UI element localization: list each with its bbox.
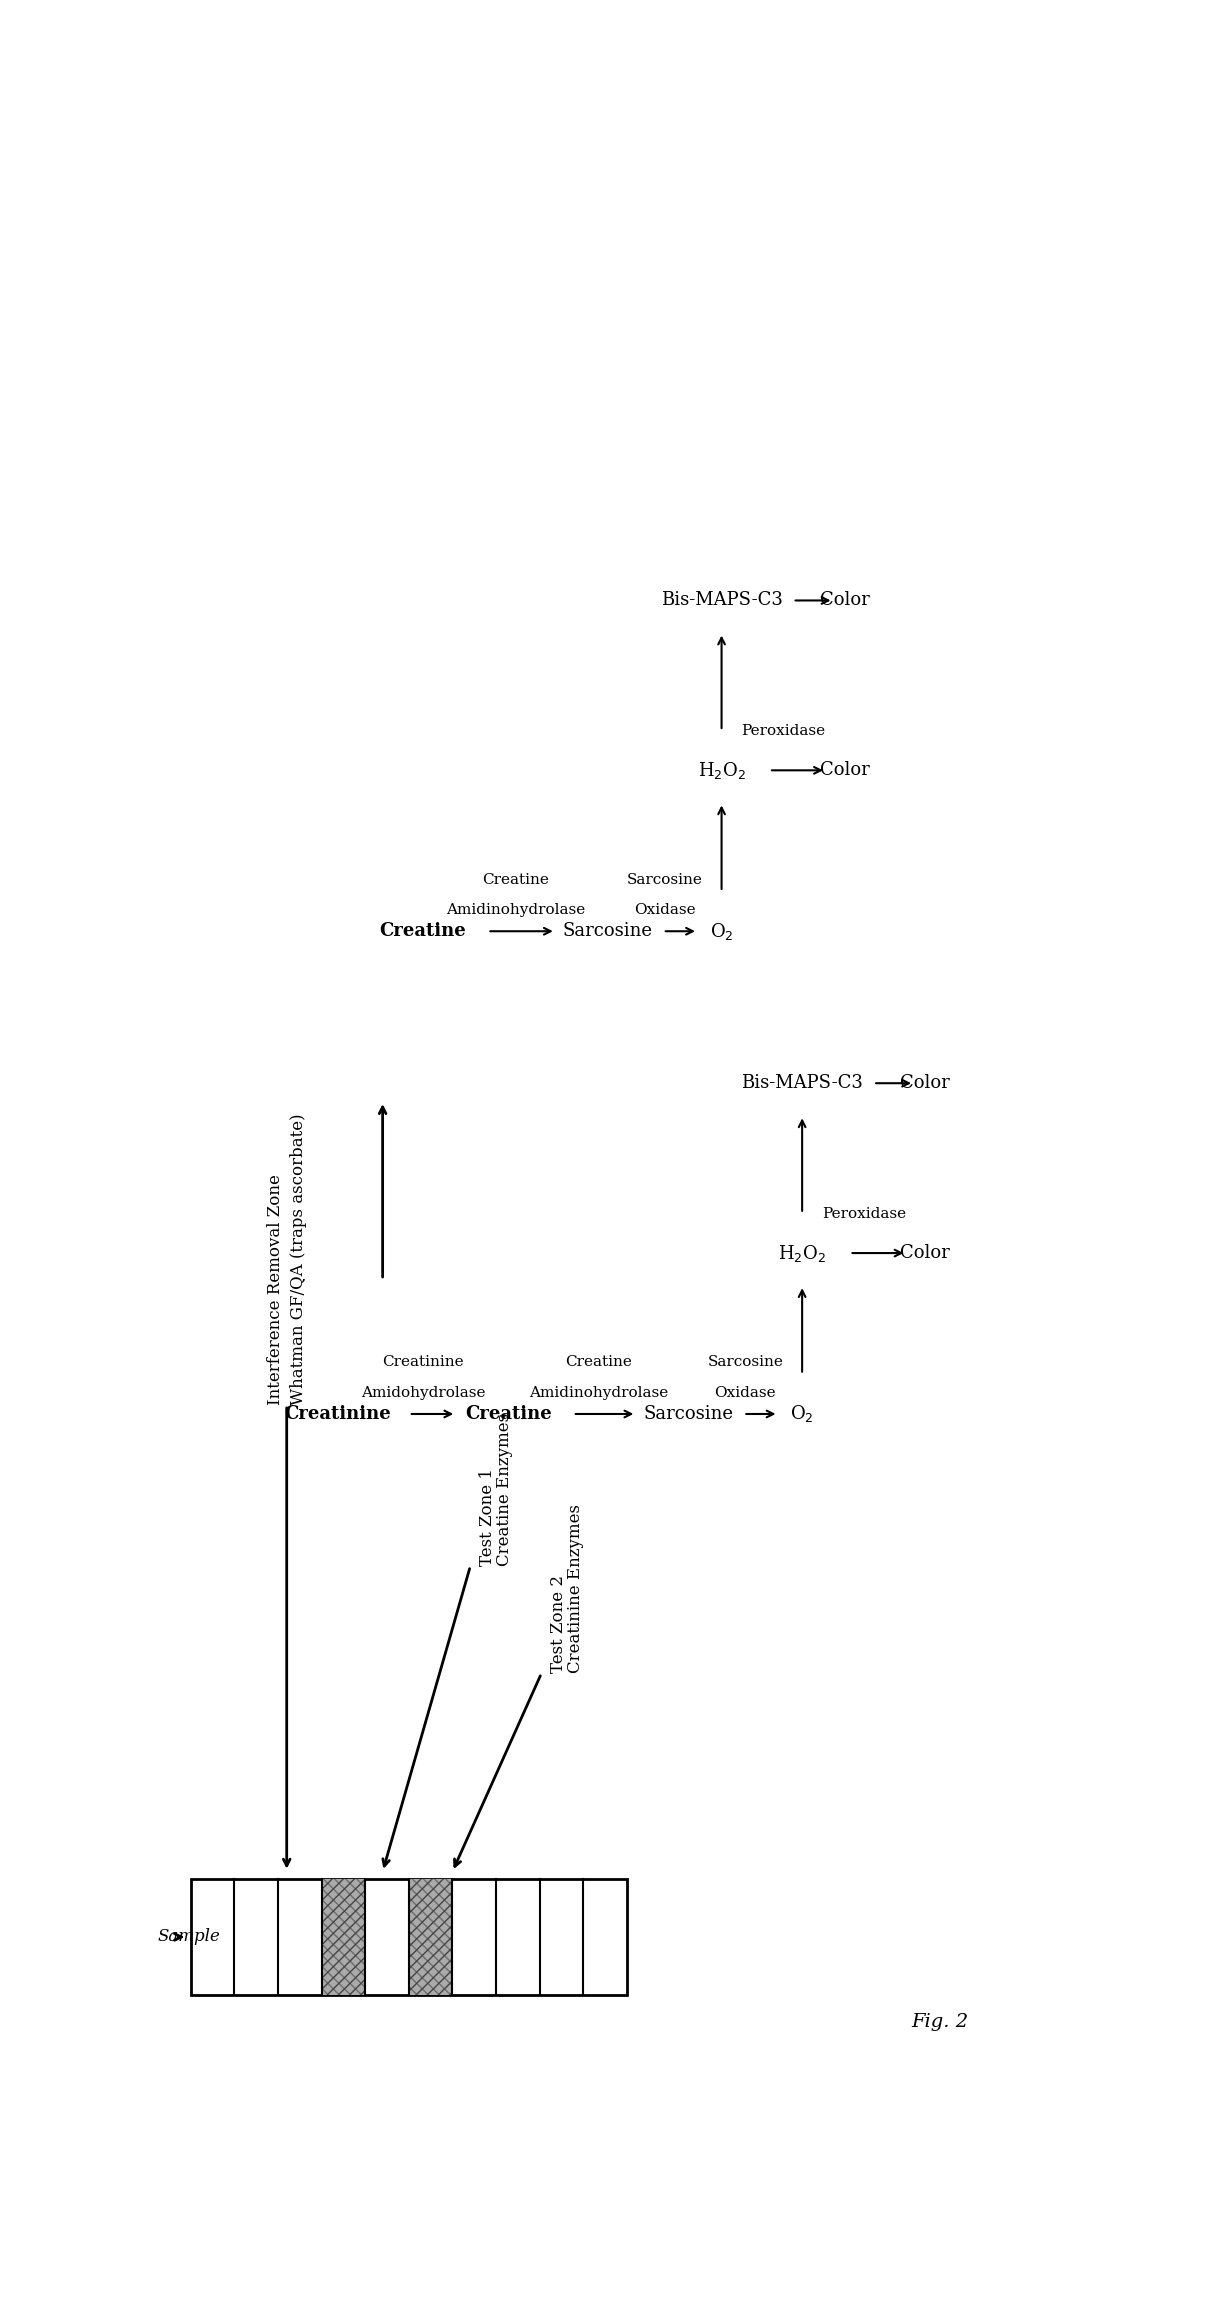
Text: Sample: Sample	[158, 1930, 220, 1946]
Text: Test Zone 1: Test Zone 1	[479, 1468, 497, 1565]
Text: Interference Removal Zone: Interference Removal Zone	[267, 1175, 284, 1405]
Text: Color: Color	[819, 592, 870, 608]
Text: Creatine Enzymes: Creatine Enzymes	[497, 1412, 512, 1565]
Text: Amidohydrolase: Amidohydrolase	[361, 1386, 486, 1400]
Text: Bis-MAPS-C3: Bis-MAPS-C3	[741, 1075, 863, 1091]
Text: H$_2$O$_2$: H$_2$O$_2$	[697, 759, 746, 780]
Text: O$_2$: O$_2$	[790, 1402, 815, 1423]
Text: Creatine: Creatine	[465, 1405, 552, 1423]
Text: Whatman GF/QA (traps ascorbate): Whatman GF/QA (traps ascorbate)	[290, 1115, 307, 1405]
Bar	[408, 1878, 453, 1995]
Text: Test Zone 2: Test Zone 2	[550, 1574, 567, 1674]
Text: Amidinohydrolase: Amidinohydrolase	[446, 903, 585, 917]
Text: Oxidase: Oxidase	[714, 1386, 777, 1400]
Text: Amidinohydrolase: Amidinohydrolase	[528, 1386, 668, 1400]
Text: O$_2$: O$_2$	[709, 922, 734, 943]
Text: Bis-MAPS-C3: Bis-MAPS-C3	[660, 592, 783, 608]
Text: Creatine: Creatine	[379, 922, 466, 940]
Bar	[408, 1878, 453, 1995]
Text: Sarcosine: Sarcosine	[563, 922, 653, 940]
Text: Creatine: Creatine	[482, 873, 549, 887]
Text: Sarcosine: Sarcosine	[707, 1356, 783, 1370]
Text: Creatine: Creatine	[565, 1356, 632, 1370]
Text: H$_2$O$_2$: H$_2$O$_2$	[778, 1242, 827, 1263]
Bar	[322, 1878, 366, 1995]
Text: Color: Color	[900, 1245, 950, 1263]
Text: Sarcosine: Sarcosine	[626, 873, 703, 887]
Bar	[191, 1878, 627, 1995]
Text: Oxidase: Oxidase	[634, 903, 696, 917]
Text: Color: Color	[819, 762, 870, 780]
Text: Creatinine Enzymes: Creatinine Enzymes	[567, 1505, 585, 1674]
Text: Creatinine: Creatinine	[284, 1405, 391, 1423]
Text: Peroxidase: Peroxidase	[822, 1207, 906, 1221]
Text: Peroxidase: Peroxidase	[741, 724, 826, 738]
Text: Creatinine: Creatinine	[383, 1356, 464, 1370]
Text: Color: Color	[900, 1075, 950, 1091]
Text: Fig. 2: Fig. 2	[911, 2013, 969, 2032]
Text: Sarcosine: Sarcosine	[643, 1405, 734, 1423]
Bar	[322, 1878, 366, 1995]
